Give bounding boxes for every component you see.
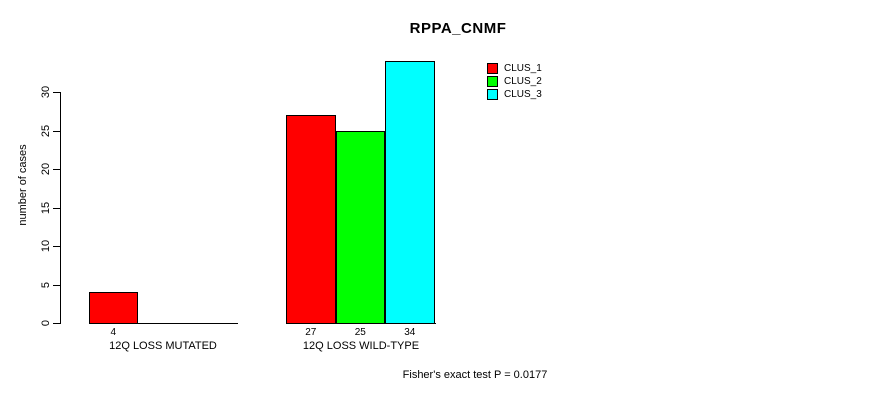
fisher-test-annotation: Fisher's exact test P = 0.0177 [402, 369, 548, 381]
legend-swatch-clus1-icon [487, 63, 498, 74]
legend-label-clus2: CLUS_2 [504, 76, 542, 87]
y-tick-mark [53, 246, 60, 247]
y-tick-mark [53, 284, 60, 286]
legend-swatch-clus2-icon [487, 76, 498, 87]
bar-value-label: 25 [354, 327, 366, 338]
y-tick-mark [53, 169, 60, 170]
y-tick-mark [53, 323, 60, 324]
legend: CLUS_1 CLUS_2 CLUS_3 [487, 62, 542, 101]
legend-item-clus2: CLUS_2 [487, 75, 542, 88]
y-tick-label: 30 [40, 85, 52, 99]
x-category-label-mutated: 12Q LOSS MUTATED [109, 340, 217, 352]
y-tick-label: 25 [40, 124, 52, 137]
y-tick-label: 0 [40, 319, 52, 327]
legend-item-clus3: CLUS_3 [487, 88, 542, 101]
bar-clus_2-group2 [335, 130, 385, 324]
legend-label-clus3: CLUS_3 [504, 89, 542, 100]
legend-item-clus1: CLUS_1 [487, 62, 542, 75]
group-baseline [88, 323, 238, 324]
y-tick-label: 20 [40, 162, 52, 176]
y-tick-label: 15 [40, 201, 52, 214]
bar-value-label: 27 [305, 327, 317, 338]
y-axis-label: number of cases [17, 144, 29, 226]
y-tick-mark [53, 92, 60, 93]
y-tick-mark [53, 207, 60, 209]
bar-clus_1-group2 [286, 115, 336, 324]
bar-clus_1-group1 [88, 292, 138, 324]
bar-value-label: 34 [404, 327, 416, 338]
y-tick-label: 10 [40, 239, 52, 253]
x-category-label-wild-type: 12Q LOSS WILD-TYPE [302, 340, 420, 352]
legend-label-clus1: CLUS_1 [504, 63, 542, 74]
bar-clus_3-group2 [385, 61, 435, 324]
bar-value-label: 4 [110, 327, 117, 338]
y-tick-label: 5 [40, 281, 52, 288]
chart-title: RPPA_CNMF [409, 20, 507, 37]
y-tick-mark [53, 130, 60, 132]
legend-swatch-clus3-icon [487, 89, 498, 100]
y-axis-line [60, 92, 61, 324]
